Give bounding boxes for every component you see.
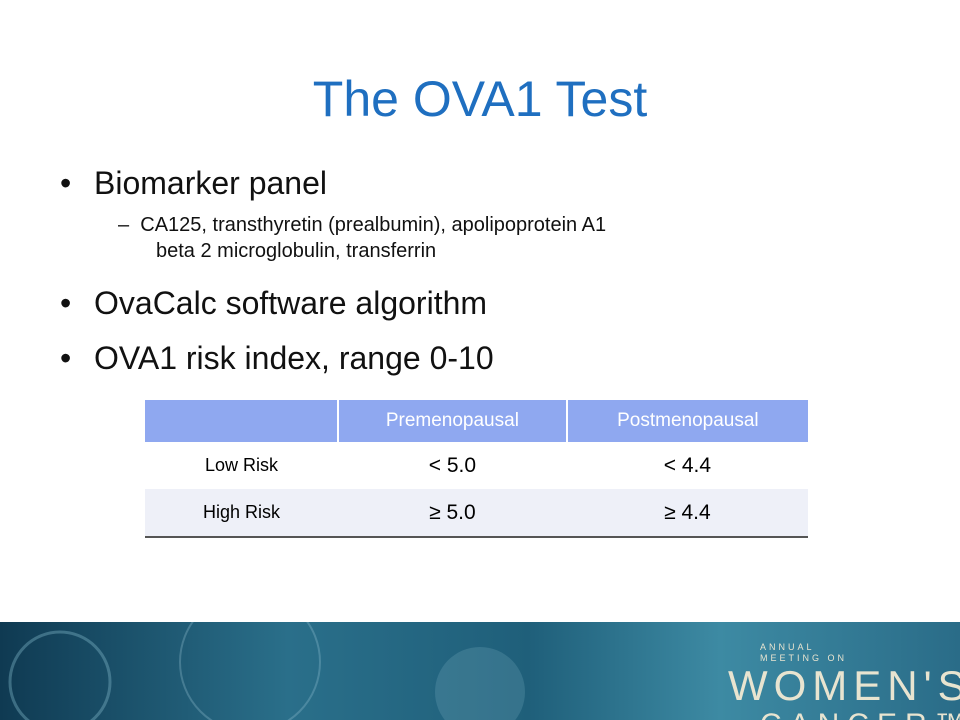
table-cell: Low Risk [204,455,279,475]
table-cell: < 5.0 [428,453,477,477]
header-cell: Postmenopausal [565,400,808,442]
bullet: • Biomarker panel [60,165,327,201]
table-row: Low Risk < 5.0 < 4.4 [145,442,808,489]
bullet: • OVA1 risk index, range 0-10 [60,340,494,376]
logo-text: WOMEN'S [728,662,960,709]
slide-title: The OVA1 Test [312,71,648,127]
table-cell: ≥ 4.4 [566,489,808,538]
sub-bullet: – CA125, transthyretin (prealbumin), apo… [118,214,607,262]
header-row: Premenopausal Postmenopausal [145,400,808,442]
bullet-text: OvaCalc software algorithm [94,285,488,321]
table-cell: High Risk [145,489,338,538]
table-cell: ≥ 5.0 [338,489,567,538]
header-cell [145,400,338,442]
logo-text: ANNUAL [760,642,815,652]
table-row: High Risk ≥ 5.0 ≥ 4.4 [145,489,808,538]
logo-text: MEETING ON [760,653,848,663]
risk-table: Premenopausal Postmenopausal Low Risk < 5.… [145,400,808,538]
sub-bullet-text: CA125, transthyretin (prealbumin), apoli… [140,214,607,236]
footer-art [8,622,525,720]
footer-banner: ANNUAL MEETING ON WOMEN'S CANCER™ [0,622,960,720]
table-cell: < 4.4 [663,453,712,477]
sub-bullet-text: beta 2 microglobulin, transferrin [156,240,437,262]
logo-text: CANCER™ [760,708,960,720]
bullet-text: OVA1 risk index, range 0-10 [94,340,494,376]
bullet-text: Biomarker panel [94,165,327,201]
header-cell: Premenopausal [337,400,567,442]
bullet: • OvaCalc software algorithm [60,285,488,321]
